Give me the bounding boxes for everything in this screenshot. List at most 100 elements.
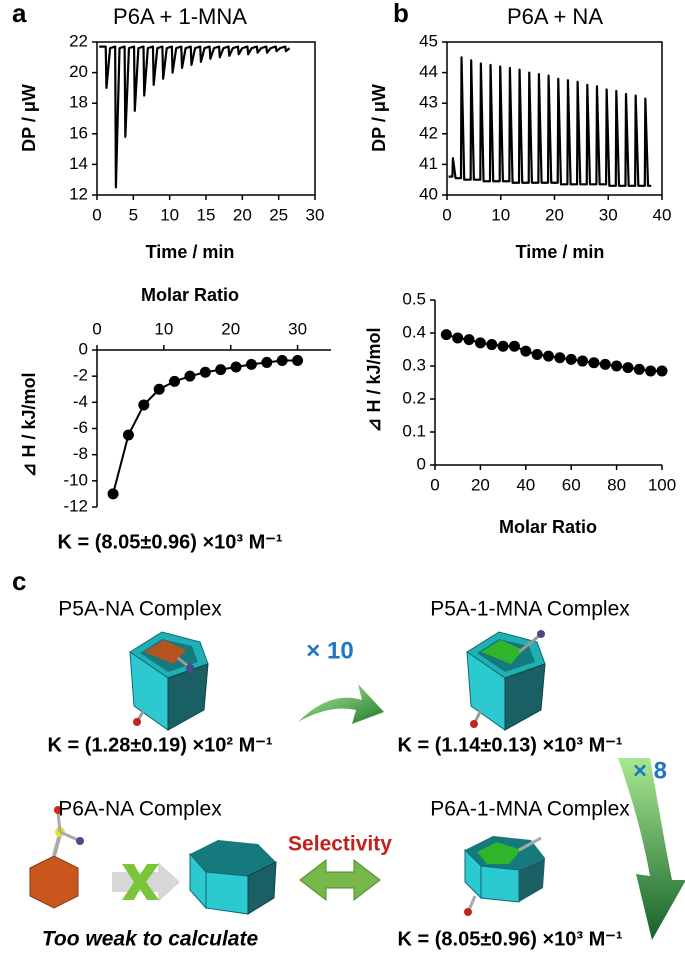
factor: × 10 (306, 637, 353, 664)
y-tick-label: 0.2 (402, 388, 426, 407)
y-tick-label: -4 (73, 392, 88, 411)
y-axis-label: ⊿ H / kJ/mol (364, 327, 384, 432)
data-point (463, 334, 475, 346)
y-tick-label: -6 (73, 418, 88, 437)
x-axis-label: Molar Ratio (141, 285, 239, 305)
y-tick-label: -10 (63, 470, 88, 489)
complex-label: P6A-NA Complex (58, 798, 222, 821)
complex-label: P5A-NA Complex (58, 598, 222, 621)
x-tick-label: 40 (516, 475, 535, 494)
x-tick-label: 0 (430, 475, 439, 494)
data-point (138, 399, 150, 411)
y-tick-label: 0 (79, 339, 88, 358)
chart-title: P6A + 1-MNA (113, 4, 247, 29)
data-point (474, 337, 486, 349)
x-tick-label: 30 (288, 319, 307, 338)
data-point (245, 358, 257, 370)
data-line (99, 45, 291, 189)
x-tick-label: 20 (471, 475, 490, 494)
data-point (261, 356, 273, 368)
y-tick-label: 45 (419, 31, 438, 50)
x-tick-label: 0 (92, 205, 101, 224)
panel-label: a (12, 0, 27, 28)
y-axis-label: ⊿ H / kJ/mol (19, 372, 39, 477)
y-tick-label: 0.4 (402, 322, 426, 341)
p5a-na-model (129, 631, 209, 731)
double-arrow (299, 858, 381, 902)
selectivity-label: Selectivity (288, 833, 392, 856)
data-point (452, 332, 464, 344)
y-tick-label: 16 (69, 123, 88, 142)
x-tick-label: 10 (160, 205, 179, 224)
x-axis-label: Time / min (146, 242, 235, 262)
data-point (611, 360, 623, 372)
chart-title: P6A + NA (507, 4, 603, 29)
x-axis-label: Time / min (516, 242, 605, 262)
data-point (107, 488, 119, 500)
data-point (230, 361, 242, 373)
y-tick-label: 18 (69, 93, 88, 112)
y-tick-label: 0.5 (402, 289, 426, 308)
y-tick-label: 43 (419, 93, 438, 112)
y-tick-label: 42 (419, 123, 438, 142)
na-molecule (29, 806, 84, 909)
factor: × 8 (633, 757, 667, 784)
data-line (448, 56, 652, 187)
data-point (276, 354, 288, 366)
y-tick-label: -2 (73, 366, 88, 385)
x-tick-label: 25 (269, 205, 288, 224)
data-point (577, 355, 589, 367)
data-point (292, 354, 304, 366)
y-tick-label: 0.1 (402, 421, 426, 440)
plot-frame (446, 41, 663, 196)
annotation: K = (8.05±0.96) ×10³ M⁻¹ (58, 531, 283, 553)
data-point (215, 364, 227, 376)
data-point (554, 352, 566, 364)
x-tick-label: 30 (599, 205, 618, 224)
x-tick-label: 80 (607, 475, 626, 494)
data-point (169, 375, 181, 387)
x-tick-label: 100 (648, 475, 676, 494)
data-point (497, 340, 509, 352)
y-tick-label: 44 (419, 62, 438, 81)
x-tick-label: 15 (197, 205, 216, 224)
p6a-model (189, 840, 277, 915)
data-point (440, 329, 452, 341)
p5a-mna-model (466, 630, 546, 731)
y-axis-label: DP / μW (19, 84, 39, 152)
panel-label: b (393, 0, 409, 28)
y-tick-label: -12 (63, 496, 88, 515)
y-tick-label: 22 (69, 31, 88, 50)
x-tick-label: 10 (154, 319, 173, 338)
y-tick-label: 12 (69, 184, 88, 203)
x-tick-label: 20 (233, 205, 252, 224)
x-tick-label: 40 (653, 205, 672, 224)
data-point (520, 345, 532, 357)
binding-constant: K = (8.05±0.96) ×10³ M⁻¹ (398, 928, 623, 950)
y-tick-label: 20 (69, 62, 88, 81)
y-tick-label: 0 (417, 454, 426, 473)
x-tick-label: 0 (442, 205, 451, 224)
y-tick-label: -8 (73, 444, 88, 463)
y-axis-label: DP / μW (369, 84, 389, 152)
x-tick-label: 30 (306, 205, 325, 224)
data-point (588, 357, 600, 369)
panel-label: c (12, 566, 26, 596)
x-tick-label: 20 (545, 205, 564, 224)
note: Too weak to calculate (42, 928, 259, 951)
data-point (599, 358, 611, 370)
binding-constant: K = (1.28±0.19) ×10² M⁻¹ (48, 734, 273, 756)
x-tick-label: 5 (129, 205, 138, 224)
p6a-mna-model (464, 836, 545, 916)
y-tick-label: 0.3 (402, 355, 426, 374)
complex-label: P5A-1-MNA Complex (430, 598, 630, 621)
data-point (199, 366, 211, 378)
data-point (633, 363, 645, 375)
data-line (112, 359, 298, 495)
x-tick-label: 0 (92, 319, 101, 338)
data-point (622, 362, 634, 374)
binding-constant: K = (1.14±0.13) ×10³ M⁻¹ (398, 734, 623, 756)
x-tick-label: 10 (491, 205, 510, 224)
data-point (184, 370, 196, 382)
